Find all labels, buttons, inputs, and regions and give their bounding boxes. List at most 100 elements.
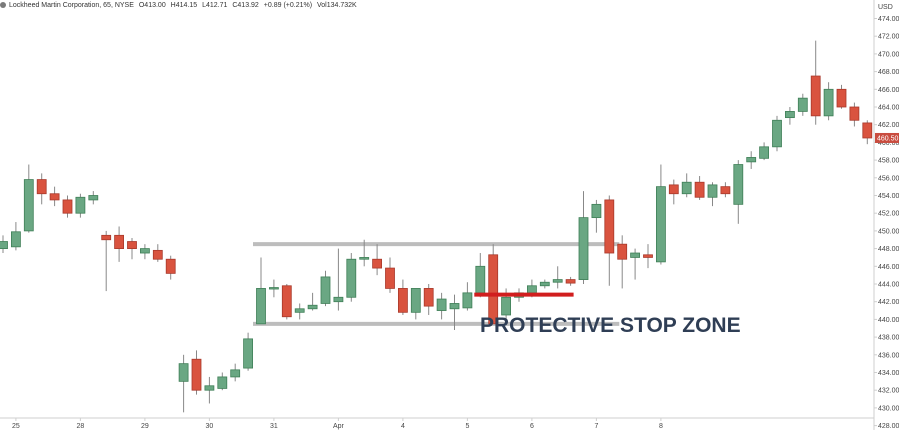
candle-down bbox=[101, 234, 112, 241]
header-open: O413.00 bbox=[138, 2, 166, 9]
x-tick-label: 29 bbox=[141, 423, 149, 430]
candle-down bbox=[862, 122, 873, 139]
candle-up bbox=[759, 146, 769, 159]
x-tick-label: 30 bbox=[206, 423, 214, 430]
header-high: H414.15 bbox=[170, 2, 198, 9]
candle-up bbox=[346, 258, 357, 298]
y-tick-label: 468.00 bbox=[878, 69, 899, 76]
candle-up bbox=[10, 231, 21, 248]
x-tick-label: 5 bbox=[465, 423, 469, 430]
candle-down bbox=[565, 279, 576, 284]
candle-up bbox=[630, 252, 640, 258]
symbol-logo-icon bbox=[0, 2, 6, 8]
x-tick-label: 7 bbox=[594, 423, 598, 430]
y-tick-label: 438.00 bbox=[878, 335, 899, 342]
candle-down bbox=[385, 267, 395, 289]
y-tick-label: 466.00 bbox=[878, 87, 899, 94]
y-tick-label: 448.00 bbox=[878, 246, 899, 253]
header-low: L412.71 bbox=[202, 2, 228, 9]
header-close: C413.92 bbox=[232, 2, 259, 9]
candle-up bbox=[307, 304, 318, 310]
candle-up bbox=[656, 186, 666, 263]
candle-up bbox=[178, 363, 189, 382]
y-tick-label: 428.00 bbox=[878, 423, 899, 430]
y-tick-label: 446.00 bbox=[878, 264, 899, 271]
candle-up bbox=[88, 195, 99, 201]
candle-up bbox=[707, 184, 718, 198]
candle-up bbox=[578, 217, 589, 280]
candle-down bbox=[617, 243, 628, 260]
candle-up bbox=[294, 308, 305, 313]
candle-down bbox=[49, 193, 60, 201]
candle-down bbox=[127, 241, 137, 250]
candle-down bbox=[849, 106, 860, 121]
candle-up bbox=[501, 296, 512, 316]
candle-down bbox=[668, 184, 679, 195]
candle-up bbox=[204, 385, 215, 391]
x-tick-label: 31 bbox=[270, 423, 278, 430]
candle-up bbox=[746, 157, 757, 163]
candle-down bbox=[720, 186, 731, 195]
candle-up bbox=[243, 338, 254, 369]
y-tick-label: 436.00 bbox=[878, 352, 899, 359]
candle-up bbox=[436, 298, 447, 311]
y-tick-label: 474.00 bbox=[878, 16, 899, 23]
y-tick-label: 458.00 bbox=[878, 158, 899, 165]
candle-up bbox=[733, 164, 744, 205]
candle-up bbox=[785, 111, 795, 119]
y-tick-label: 462.00 bbox=[878, 122, 899, 129]
last-price-tag bbox=[875, 132, 899, 143]
candle-down bbox=[36, 179, 47, 195]
candle-down bbox=[836, 88, 847, 108]
candle-down bbox=[397, 288, 408, 313]
y-tick-label: 444.00 bbox=[878, 282, 899, 289]
protective-stop-zone-label: PROTECTIVE STOP ZONE bbox=[480, 314, 741, 337]
chart-header: Lockheed Martin Corporation, 65, NYSE O4… bbox=[0, 2, 360, 9]
y-tick-label: 472.00 bbox=[878, 34, 899, 41]
y-tick-label: 460.00 bbox=[878, 140, 899, 147]
candle-down bbox=[191, 358, 202, 391]
x-tick-label: 8 bbox=[659, 423, 663, 430]
candle-up bbox=[462, 292, 473, 309]
y-tick-label: 434.00 bbox=[878, 370, 899, 377]
y-tick-label: 432.00 bbox=[878, 388, 899, 395]
candles-layer bbox=[0, 40, 873, 413]
candle-up bbox=[772, 119, 782, 148]
candle-down bbox=[423, 288, 434, 307]
candle-up bbox=[75, 196, 86, 214]
candle-down bbox=[810, 75, 821, 117]
candle-down bbox=[62, 199, 73, 214]
last-price-label: 460.50 bbox=[877, 135, 899, 142]
candle-up bbox=[268, 287, 279, 290]
candle-up bbox=[475, 265, 486, 294]
candle-down bbox=[114, 234, 124, 249]
candle-down bbox=[604, 199, 615, 254]
candle-up bbox=[410, 288, 421, 313]
candle-up bbox=[256, 288, 266, 325]
candle-up bbox=[823, 88, 834, 117]
candle-down bbox=[281, 285, 292, 318]
y-tick-label: 452.00 bbox=[878, 211, 899, 218]
y-tick-label: 454.00 bbox=[878, 193, 899, 200]
candle-up bbox=[527, 285, 537, 294]
candle-up bbox=[591, 203, 602, 219]
candle-down bbox=[643, 254, 653, 258]
x-tick-label: Apr bbox=[333, 423, 345, 430]
candle-down bbox=[372, 258, 383, 269]
y-tick-label: 456.00 bbox=[878, 175, 899, 182]
candle-up bbox=[449, 303, 460, 310]
candle-up bbox=[552, 279, 563, 283]
candle-up bbox=[139, 248, 150, 254]
currency-label: USD bbox=[878, 4, 893, 11]
y-tick-label: 470.00 bbox=[878, 51, 899, 58]
candle-up bbox=[0, 241, 8, 250]
header-volume: Vol134.732K bbox=[317, 2, 357, 9]
candle-down bbox=[488, 254, 499, 325]
header-change: +0.89 (+0.21%) bbox=[263, 2, 313, 9]
zone-layer bbox=[253, 242, 620, 326]
candle-up bbox=[320, 276, 331, 304]
x-tick-label: 28 bbox=[77, 423, 85, 430]
y-tick-label: 440.00 bbox=[878, 317, 899, 324]
